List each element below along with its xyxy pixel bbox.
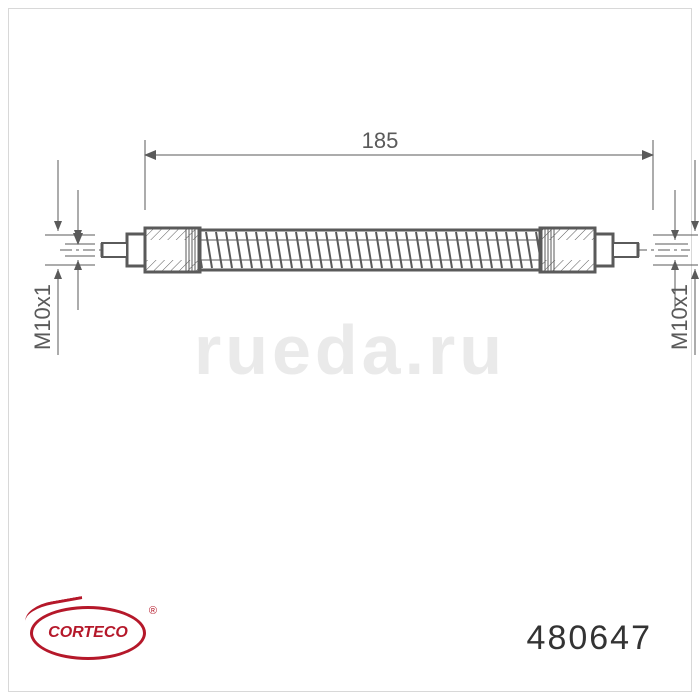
thread-left-label: M10x1 [30, 284, 55, 350]
registered-mark: ® [149, 605, 157, 617]
part-number: 480647 [527, 619, 652, 658]
length-dimension: 185 [362, 128, 399, 153]
brand-logo: CORTECO ® [30, 606, 146, 660]
brand-name: CORTECO [48, 624, 128, 642]
technical-drawing: 185 M10x1 M10x1 [0, 0, 700, 700]
thread-right-label: M10x1 [667, 284, 692, 350]
